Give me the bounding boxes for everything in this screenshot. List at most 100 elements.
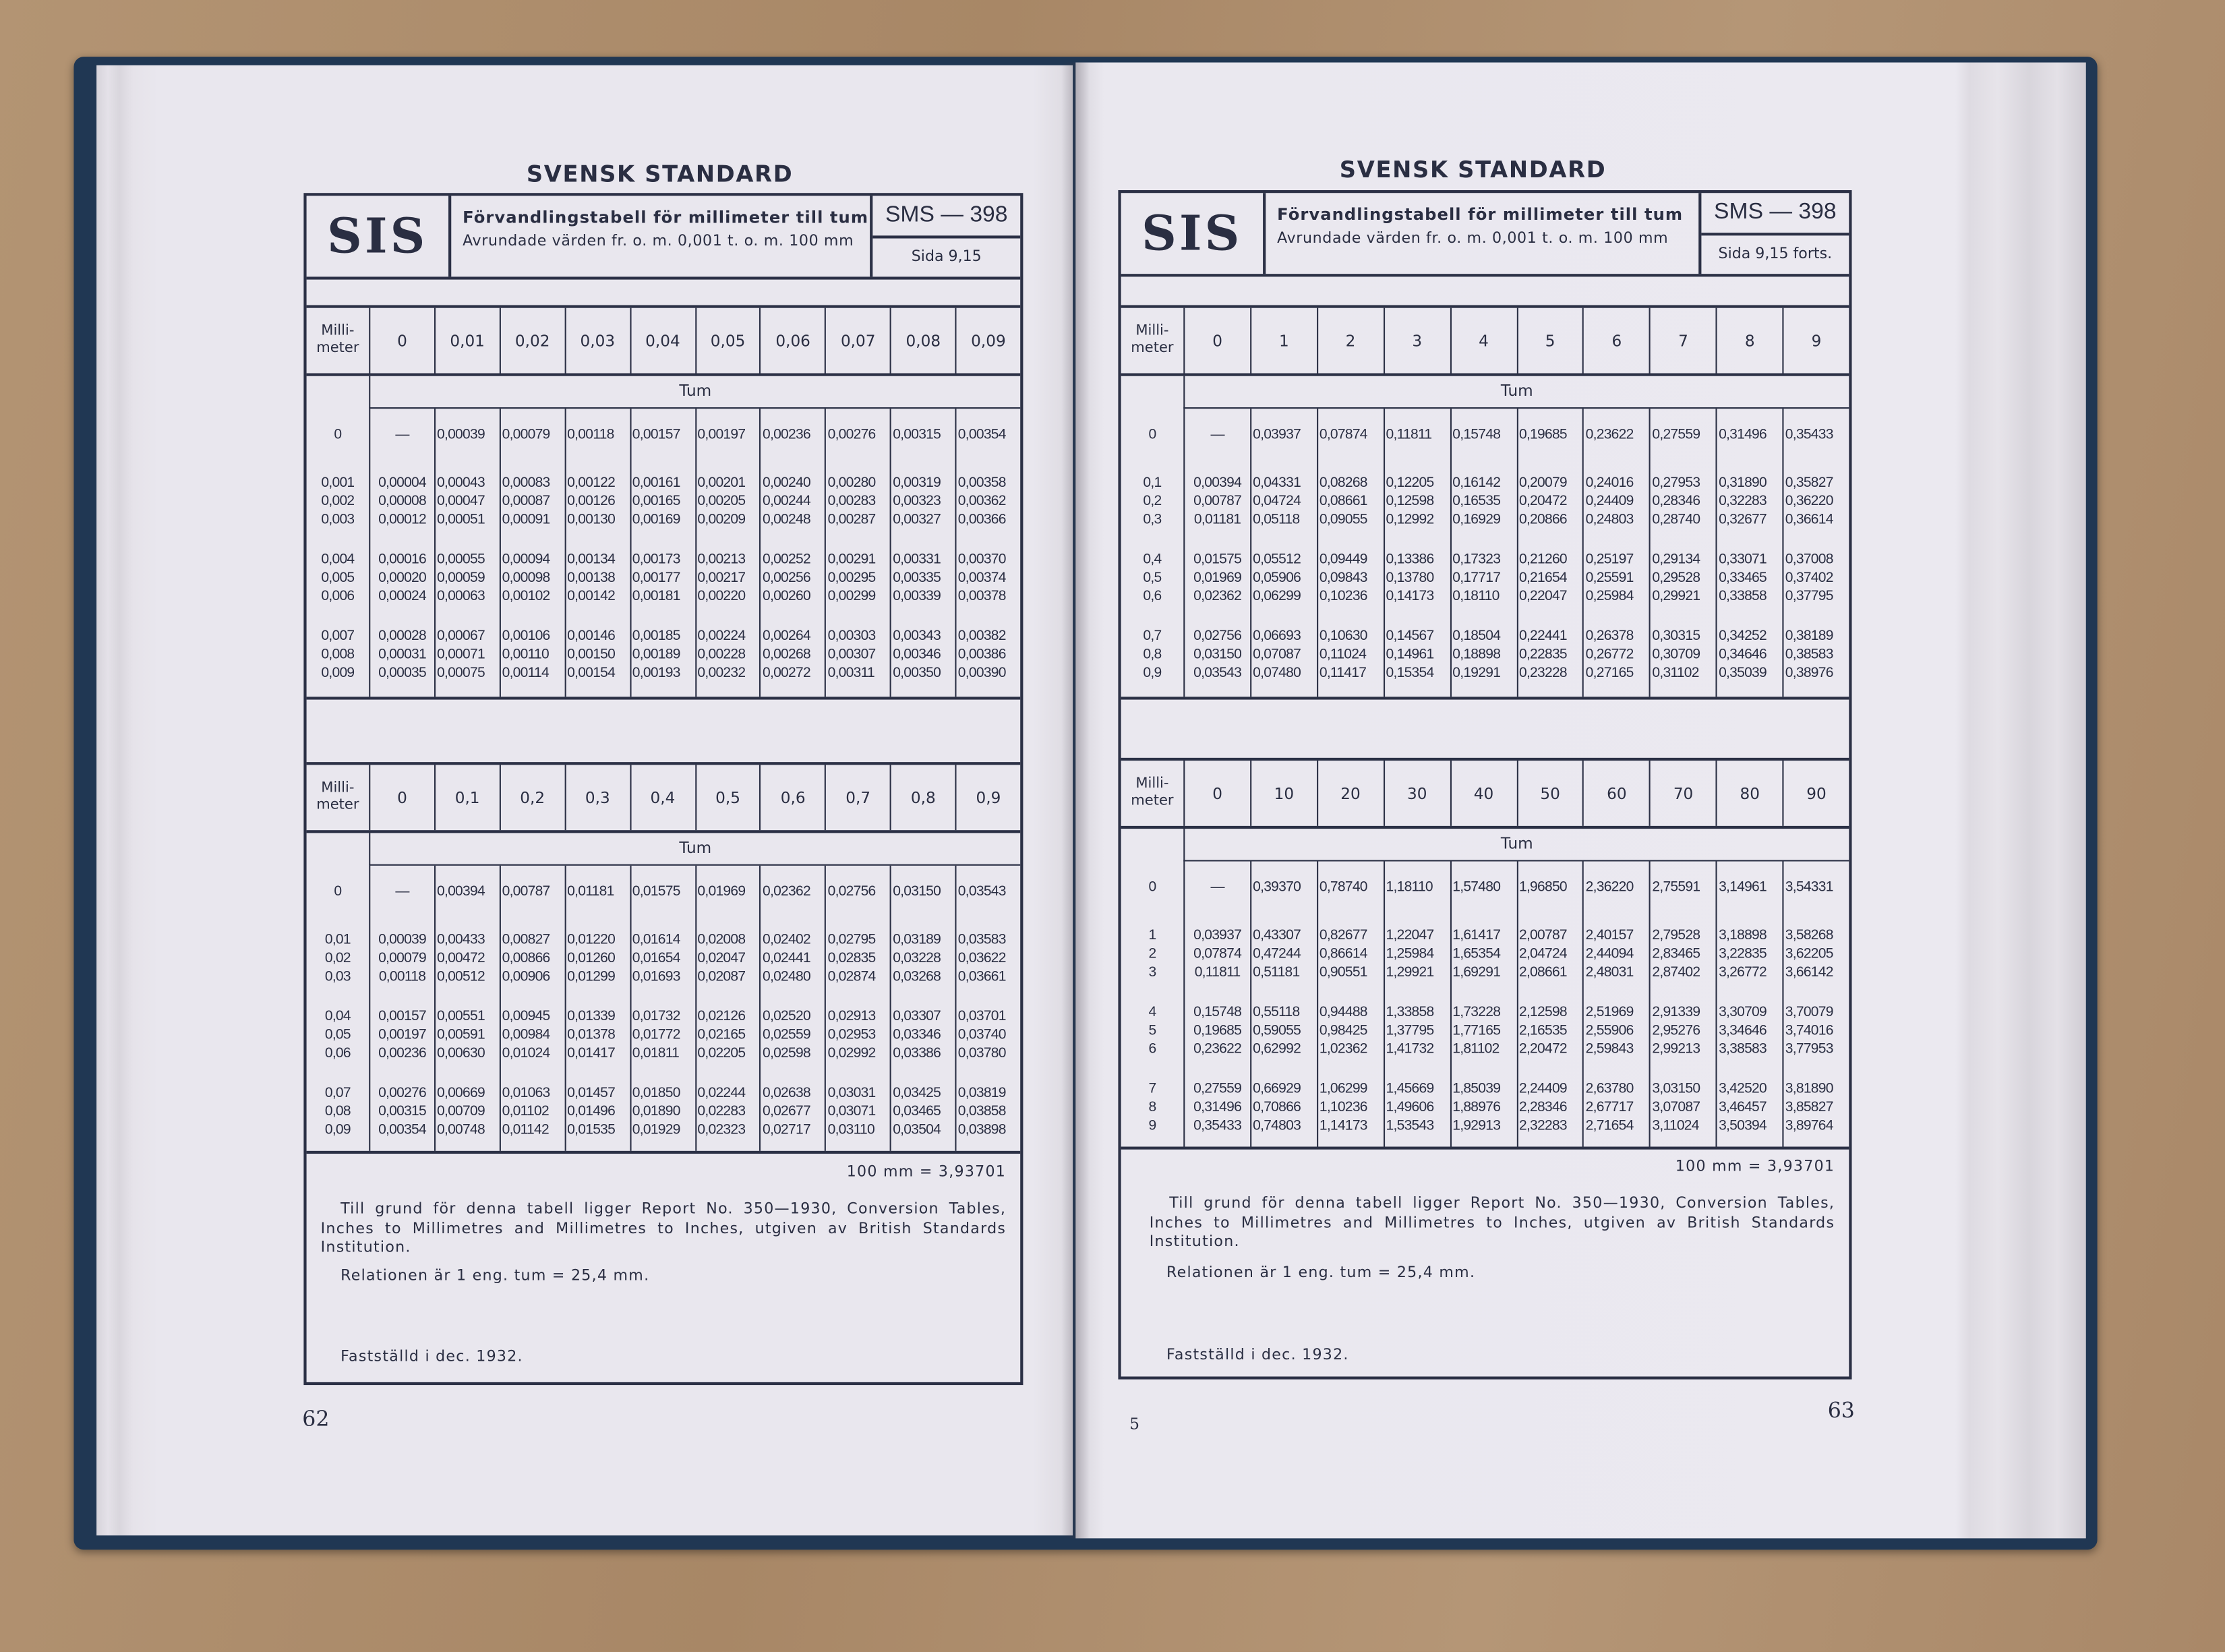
table-cell: 2,83465	[1652, 946, 1700, 962]
table-cell: 0,14567	[1386, 628, 1435, 645]
table-cell: 0,03189	[893, 932, 941, 948]
table-cell: 2,55906	[1585, 1023, 1634, 1039]
table-cell: 1,49606	[1386, 1100, 1435, 1116]
table-cell: 0,94488	[1319, 1005, 1368, 1021]
table-cell: 0,00138	[567, 570, 616, 587]
table-cell: —	[395, 427, 409, 443]
table-cell: 0,37402	[1785, 570, 1834, 587]
note-relation: Relationen är 1 eng. tum = 25,4 mm.	[340, 1267, 650, 1285]
table-cell: 2,91339	[1652, 1005, 1700, 1021]
established-date: Fastställd i dec. 1932.	[1166, 1347, 1349, 1364]
row-label-mm: 2	[1148, 946, 1156, 962]
column-header: 0	[1183, 307, 1250, 374]
table-cell: 0,18110	[1452, 589, 1500, 605]
table-cell: 0,00024	[378, 589, 427, 605]
table-cell: 0,00276	[827, 427, 877, 443]
table-cell: 0,00220	[697, 589, 746, 605]
table-cell: 0,00118	[567, 427, 614, 443]
column-header: 0,02	[499, 307, 564, 374]
table-cell: 0,51181	[1253, 965, 1300, 981]
column-header: 0,1	[434, 765, 500, 831]
conversion-table-tenths: Milli- meter 0 1 2 3 4 5 6 7 8 9 Tum 0 0,1 0,2 0,3 0,4 0,…	[1121, 305, 1849, 700]
value-column: 0,00394 0,00433 0,00472 0,00512 0,00551 0,005…	[434, 865, 500, 1151]
column-header: 0,4	[629, 765, 695, 831]
table-cell: 0,00142	[567, 589, 616, 605]
table-cell: 0,00551	[436, 1009, 485, 1025]
table-cell: 0,00043	[436, 475, 485, 492]
unit-label: Tum	[369, 833, 1021, 866]
row-label-mm: 9	[1148, 1118, 1156, 1134]
row-label-mm: 0,02	[324, 951, 351, 967]
table-cell: 0,00315	[378, 1104, 427, 1120]
table-cell: 3,11024	[1652, 1118, 1699, 1134]
standard-id-cell: SMS — 398 Sida 9,15 forts.	[1701, 193, 1849, 274]
table-cell: 0,11024	[1319, 647, 1367, 663]
table-cell: 0,03228	[893, 951, 941, 967]
standard-number: SMS — 398	[1701, 193, 1849, 236]
table-cell: 2,04724	[1518, 946, 1568, 962]
table-cell: 0,03307	[893, 1009, 941, 1025]
table-cell: 0,00028	[378, 628, 427, 645]
table-body: 0 1 2 3 4 5 6 7 8 9 — 0,03937 0,07874 0,11811 0,15748 0…	[1121, 861, 1849, 1150]
sheet-subtitle: Avrundade värden fr. o. m. 0,001 t. o. m…	[1277, 229, 1669, 247]
table-cell: 2,95276	[1652, 1023, 1700, 1039]
table-cell: 0,00122	[567, 475, 616, 492]
table-cell: 0,00091	[502, 512, 551, 528]
table-cell: 0,90551	[1319, 965, 1368, 981]
row-label-mm: 0	[1148, 427, 1156, 443]
value-column: — 0,03937 0,07874 0,11811 0,15748 0,19685 0,23…	[1183, 861, 1250, 1147]
table-cell: 0,01339	[567, 1009, 616, 1025]
table-cell: 0,00157	[632, 427, 681, 443]
column-header: 70	[1649, 761, 1716, 826]
table-cell: 0,02717	[762, 1122, 811, 1138]
table-cell: 0,00205	[697, 494, 746, 510]
table-cell: 0,00209	[697, 512, 746, 528]
row-header-label: Milli- meter	[316, 780, 359, 813]
table-cell: 0,98425	[1319, 1023, 1368, 1039]
table-cell: 0,00079	[378, 951, 427, 967]
standard-id-cell: SMS — 398 Sida 9,15	[872, 196, 1021, 276]
table-cell: 0,22441	[1518, 628, 1568, 645]
table-cell: 0,03346	[893, 1027, 941, 1043]
table-cell: 2,63780	[1585, 1081, 1634, 1097]
table-cell: 1,10236	[1319, 1100, 1368, 1116]
table-cell: 0,02441	[762, 951, 811, 967]
row-label-mm: 0	[334, 427, 342, 443]
row-label-mm: 6	[1148, 1041, 1156, 1057]
table-cell: 0,00272	[762, 666, 811, 682]
table-cell: 0,38976	[1785, 666, 1834, 682]
table-cell: 0,00366	[957, 512, 1007, 528]
conversion-table-hundredths: Milli- meter 0 0,1 0,2 0,3 0,4 0,5 0,6 0,7 0,8 0,9…	[306, 762, 1021, 1154]
table-cell: 0,19291	[1452, 666, 1501, 682]
table-cell: 0,05512	[1253, 552, 1301, 568]
table-cell: 0,00154	[567, 666, 616, 682]
value-column: 0,19685 0,20079 0,20472 0,20866 0,21260 0,216…	[1516, 409, 1583, 697]
table-header-row: Milli- meter 0 0,01 0,02 0,03 0,04 0,05 0,06 0,0…	[306, 305, 1021, 376]
table-cell: 0,00354	[957, 427, 1007, 443]
column-header: 10	[1249, 761, 1317, 826]
table-cell: 0,00106	[502, 628, 551, 645]
table-cell: 0,00787	[1193, 494, 1242, 510]
row-label-mm: 0,5	[1143, 570, 1162, 587]
table-cell: 0,00748	[436, 1122, 485, 1138]
table-cell: 0,16929	[1452, 512, 1501, 528]
table-cell: 0,00157	[378, 1009, 427, 1025]
table-cell: 0,86614	[1319, 946, 1368, 962]
table-cell: 0,00394	[436, 884, 485, 900]
table-cell: 0,03819	[957, 1086, 1007, 1102]
table-cell: 0,00130	[567, 512, 616, 528]
table-cell: 0,02362	[1193, 589, 1242, 605]
column-header: 90	[1782, 761, 1849, 826]
table-cell: 0,37795	[1785, 589, 1834, 605]
table-cell: 0,15748	[1193, 1005, 1242, 1021]
value-column: 0,00787 0,00827 0,00866 0,00906 0,00945 0,009…	[499, 865, 564, 1151]
value-column: 0,02756 0,02795 0,02835 0,02874 0,02913 0,029…	[825, 865, 890, 1151]
table-cell: 0,02953	[827, 1027, 877, 1043]
table-cell: 0,00094	[502, 552, 551, 568]
table-cell: 0,01614	[632, 932, 681, 948]
table-cell: 0,03780	[957, 1046, 1007, 1062]
value-column: 0,02362 0,02402 0,02441 0,02480 0,02520 0,025…	[759, 865, 825, 1151]
table-cell: 1,33858	[1386, 1005, 1435, 1021]
table-cell: 0,00260	[762, 589, 811, 605]
table-cell: 0,00362	[957, 494, 1007, 510]
